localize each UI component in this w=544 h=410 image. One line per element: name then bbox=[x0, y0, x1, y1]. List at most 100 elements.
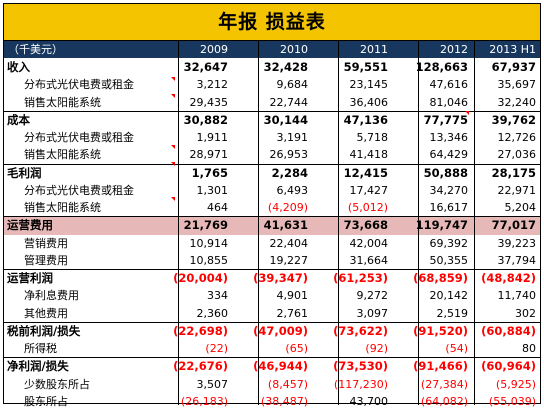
cell-2009: 10,855 bbox=[189, 253, 229, 267]
cell-2011: (5,012) bbox=[347, 201, 388, 214]
row-label: 销售太阳能系统 bbox=[24, 148, 101, 162]
table-row: 净利润/损失 (22,676) (46,944) (73,530) (91,466) (6… bbox=[4, 357, 540, 375]
cell-2011: 47,136 bbox=[343, 112, 388, 127]
table-row: 销售太阳能系统 464 (4,209) (5,012) 16,617 5,204 bbox=[4, 199, 540, 216]
table-row: 收入 32,647 32,428 59,551 128,663 67,937 bbox=[4, 59, 540, 76]
cell-2009: 32,647 bbox=[183, 60, 228, 74]
cell-2013h1: 35,697 bbox=[497, 78, 537, 92]
table-row: 运营费用 21,769 41,631 73,668 119,747 77,017 bbox=[4, 216, 540, 235]
year-header-2012: 2012 bbox=[440, 43, 468, 56]
cell-2012: 69,392 bbox=[429, 236, 469, 250]
cell-2010: 2,761 bbox=[276, 306, 309, 320]
table-row: 运营利润 (20,004) (39,347) (61,253) (68,859) (48,… bbox=[4, 269, 540, 287]
row-label: 销售太阳能系统 bbox=[24, 95, 101, 109]
cell-2012: 13,346 bbox=[429, 131, 469, 144]
cell-2010: 2,284 bbox=[271, 165, 308, 180]
cell-2012: 47,616 bbox=[429, 78, 469, 92]
cell-2011: 41,418 bbox=[349, 148, 389, 162]
column-divider bbox=[418, 41, 419, 405]
table-row: 税前利润/损失 (22,698) (47,009) (73,622) (91,520) (… bbox=[4, 321, 540, 340]
cell-2012: 2,519 bbox=[436, 306, 469, 320]
table-body: 收入 32,647 32,428 59,551 128,663 67,937 分布式光伏电… bbox=[4, 59, 540, 410]
cell-2013h1: (48,842) bbox=[481, 271, 536, 285]
cell-2010: (65) bbox=[285, 342, 308, 355]
cell-2009: 464 bbox=[207, 201, 228, 214]
cell-2013h1: 27,036 bbox=[497, 148, 537, 162]
cell-2010: (46,944) bbox=[253, 359, 308, 374]
cell-2010: 4,901 bbox=[276, 289, 309, 303]
header-row: （千美元） 2009 2010 2011 2012 2013 H1 bbox=[4, 41, 540, 59]
cell-2009: (22,676) bbox=[173, 359, 228, 374]
row-label: 运营利润 bbox=[7, 271, 53, 285]
cell-2010: (8,457) bbox=[267, 377, 308, 391]
cell-2011: 23,145 bbox=[349, 78, 389, 92]
cell-2012: 128,663 bbox=[415, 60, 468, 74]
cell-2012: 50,888 bbox=[423, 165, 468, 180]
year-header-2010: 2010 bbox=[280, 43, 308, 56]
cell-2011: 36,406 bbox=[349, 95, 389, 109]
cell-2009: 10,914 bbox=[189, 236, 229, 250]
cell-2010: 3,191 bbox=[276, 131, 309, 144]
cell-2011: 12,415 bbox=[343, 165, 388, 180]
cell-2011: 9,272 bbox=[356, 289, 389, 303]
cell-2010: (38,487) bbox=[260, 394, 308, 408]
cell-2009: (22,698) bbox=[173, 323, 228, 338]
cell-2009: 3,507 bbox=[196, 377, 229, 391]
table-row: 管理费用 10,855 19,227 31,664 50,355 37,794 bbox=[4, 252, 540, 269]
cell-2012: 50,355 bbox=[429, 253, 469, 267]
cell-2013h1: (60,964) bbox=[481, 359, 536, 374]
cell-2013h1: 39,223 bbox=[497, 236, 537, 250]
cell-2011: (61,253) bbox=[333, 271, 388, 285]
cell-2010: (4,209) bbox=[267, 201, 308, 214]
cell-2011: (117,230) bbox=[333, 377, 388, 391]
row-label: 收入 bbox=[7, 60, 30, 74]
cell-2009: 1,765 bbox=[191, 165, 228, 180]
year-header-2011: 2011 bbox=[360, 43, 388, 56]
comment-marker-icon bbox=[171, 162, 175, 166]
cell-2013h1: 67,937 bbox=[491, 60, 536, 74]
cell-2011: (92) bbox=[365, 342, 388, 355]
row-label: 少数股东所占 bbox=[24, 377, 90, 391]
cell-2013h1: 37,794 bbox=[497, 253, 537, 267]
comment-marker-icon bbox=[171, 197, 175, 201]
cell-2009: 1,301 bbox=[196, 183, 229, 197]
cell-2010: (39,347) bbox=[253, 271, 308, 285]
cell-2012: 119,747 bbox=[415, 218, 468, 233]
cell-2012: 20,142 bbox=[429, 289, 469, 303]
cell-2013h1: 22,971 bbox=[497, 183, 537, 197]
cell-2012: 16,617 bbox=[429, 201, 469, 214]
row-label: 股东所占 bbox=[24, 394, 68, 408]
cell-2011: 5,718 bbox=[356, 131, 389, 144]
cell-2011: 73,668 bbox=[343, 218, 388, 233]
table-row: 销售太阳能系统 28,971 26,953 41,418 64,429 27,036 bbox=[4, 146, 540, 163]
table-row: 营销费用 10,914 22,404 42,004 69,392 39,223 bbox=[4, 235, 540, 252]
cell-2009: (22) bbox=[205, 342, 228, 355]
cell-2012: 81,046 bbox=[429, 95, 469, 109]
row-label: 其他费用 bbox=[24, 306, 68, 320]
cell-2011: 43,700 bbox=[349, 394, 389, 408]
cell-2013h1: 302 bbox=[515, 306, 536, 320]
row-label: 分布式光伏电费或租金 bbox=[24, 183, 134, 197]
cell-2013h1: 5,204 bbox=[504, 201, 537, 214]
cell-2011: 31,664 bbox=[349, 253, 389, 267]
cell-2009: 1,911 bbox=[196, 131, 229, 144]
row-label: 运营费用 bbox=[7, 218, 53, 233]
cell-2010: 32,428 bbox=[263, 60, 308, 74]
unit-header: （千美元） bbox=[8, 43, 63, 56]
cell-2010: 22,744 bbox=[269, 95, 309, 109]
column-divider bbox=[474, 41, 475, 405]
cell-2009: 28,971 bbox=[189, 148, 229, 162]
cell-2012: (54) bbox=[445, 342, 468, 355]
cell-2012: (91,520) bbox=[413, 323, 468, 338]
comment-marker-icon bbox=[171, 77, 175, 81]
table-row: 销售太阳能系统 29,435 22,744 36,406 81,046 32,240 bbox=[4, 94, 540, 111]
table-row: 股东所占 (26,183) (38,487) 43,700 (64,082) (55,03… bbox=[4, 393, 540, 410]
cell-2011: (73,622) bbox=[333, 323, 388, 338]
year-header-2013h1: 2013 H1 bbox=[489, 43, 536, 56]
cell-2013h1: (5,925) bbox=[495, 377, 536, 391]
row-label: 管理费用 bbox=[24, 253, 68, 267]
cell-2010: 9,684 bbox=[276, 78, 309, 92]
table-title: 年报 损益表 bbox=[4, 4, 540, 41]
table-row: 分布式光伏电费或租金 3,212 9,684 23,145 47,616 35,697 bbox=[4, 76, 540, 93]
cell-2011: 17,427 bbox=[349, 183, 389, 197]
